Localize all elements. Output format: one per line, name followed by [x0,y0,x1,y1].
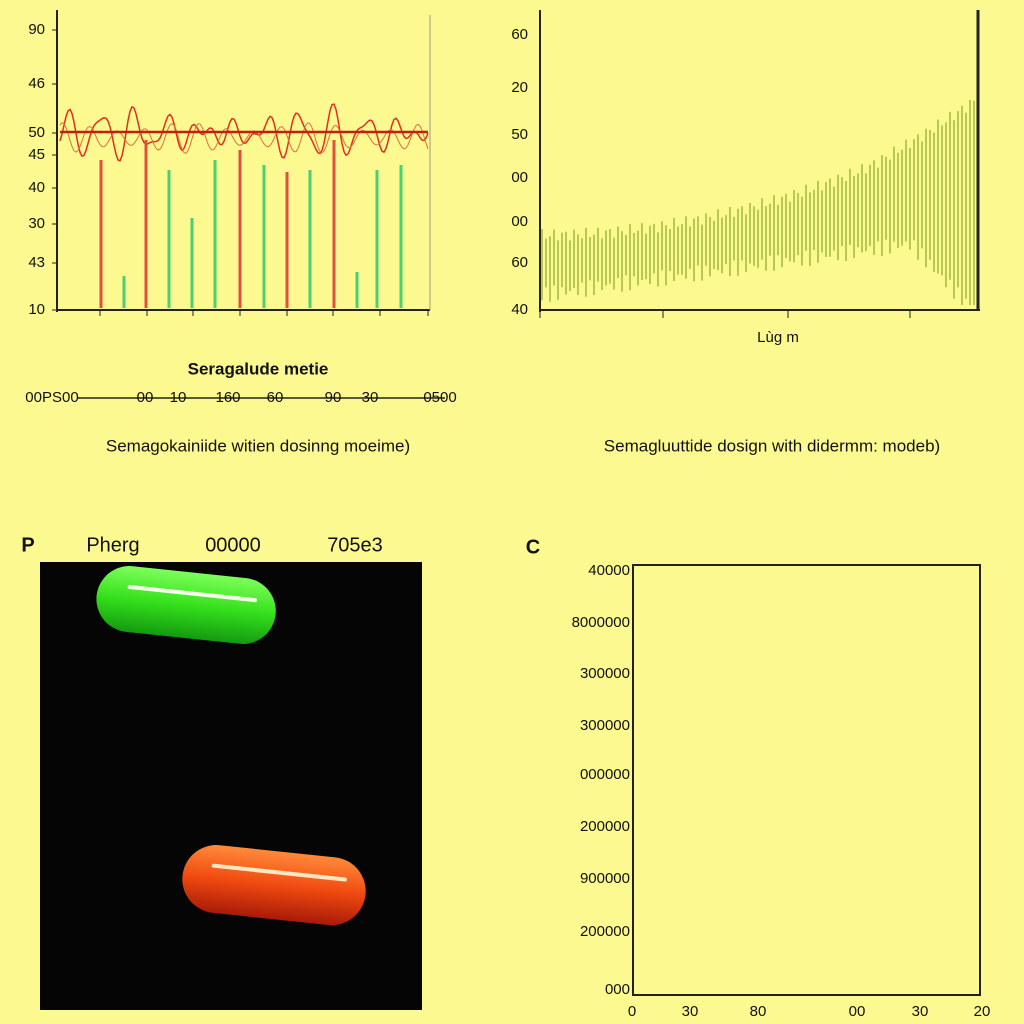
tick-label: 45 [28,146,45,163]
tick-label: 0500 [423,389,456,406]
tick-label: 00 [849,1003,866,1020]
tick-label: 30 [362,389,379,406]
tick-label: 40 [511,301,528,318]
tick-label: 0 [628,1003,636,1020]
tick-label: 300000 [580,665,630,682]
tick-label: 90 [325,389,342,406]
tick-label: 900000 [580,870,630,887]
tick-label: 80 [750,1003,767,1020]
tick-label: 40 [28,179,45,196]
panel-p: P Pherg 00000 705e3 [21,534,422,1010]
tick-label: 00PS00 [25,389,78,406]
panel-b: Lùg m Semagluuttide dosign with didermm:… [539,10,980,455]
tick-label: 8000000 [572,614,630,631]
red-capsule [182,845,366,926]
tick-label: 00 [137,389,154,406]
wave [59,103,429,162]
tick-label: 20 [974,1003,991,1020]
tick-label: 30 [912,1003,929,1020]
tick-label: 160 [215,389,240,406]
x-axis-label: Lùg m [757,329,799,346]
tick-label: 46 [28,75,45,92]
plot-frame [632,564,981,996]
panel-a: Seragalude metie Semagokainiide witien d… [56,10,445,455]
tick-label: 200000 [580,923,630,940]
tick-label: 60 [267,389,284,406]
panel-title: Seragalude metie [188,359,329,378]
tick-label: 200000 [580,818,630,835]
tick-label: 00 [511,213,528,230]
tick-label: 300000 [580,717,630,734]
tick-label: 60 [511,254,528,271]
header: Pherg [86,534,139,556]
tick-label: 000 [605,981,630,998]
tick-label: 50 [511,126,528,143]
tick-label: 00 [511,169,528,186]
tick-label: 40000 [588,562,630,579]
tick-label: 000000 [580,766,630,783]
header: 00000 [205,534,261,556]
header: 705e3 [327,534,383,556]
tick-label: 43 [28,254,45,271]
green-capsule [96,566,276,644]
tick-label: 20 [511,79,528,96]
panel-label: P [21,534,34,556]
wave [59,122,429,154]
tick-label: 30 [682,1003,699,1020]
tick-label: 50 [28,124,45,141]
panel-c: C [526,536,981,996]
tick-label: 60 [511,26,528,43]
panel-label: C [526,536,540,558]
caption: Semagluuttide dosign with didermm: modeb… [604,436,940,455]
tick-label: 10 [170,389,187,406]
tick-label: 10 [28,301,45,318]
tick-label: 90 [28,21,45,38]
tick-label: 30 [28,215,45,232]
caption: Semagokainiide witien dosinng moeime) [106,436,410,455]
